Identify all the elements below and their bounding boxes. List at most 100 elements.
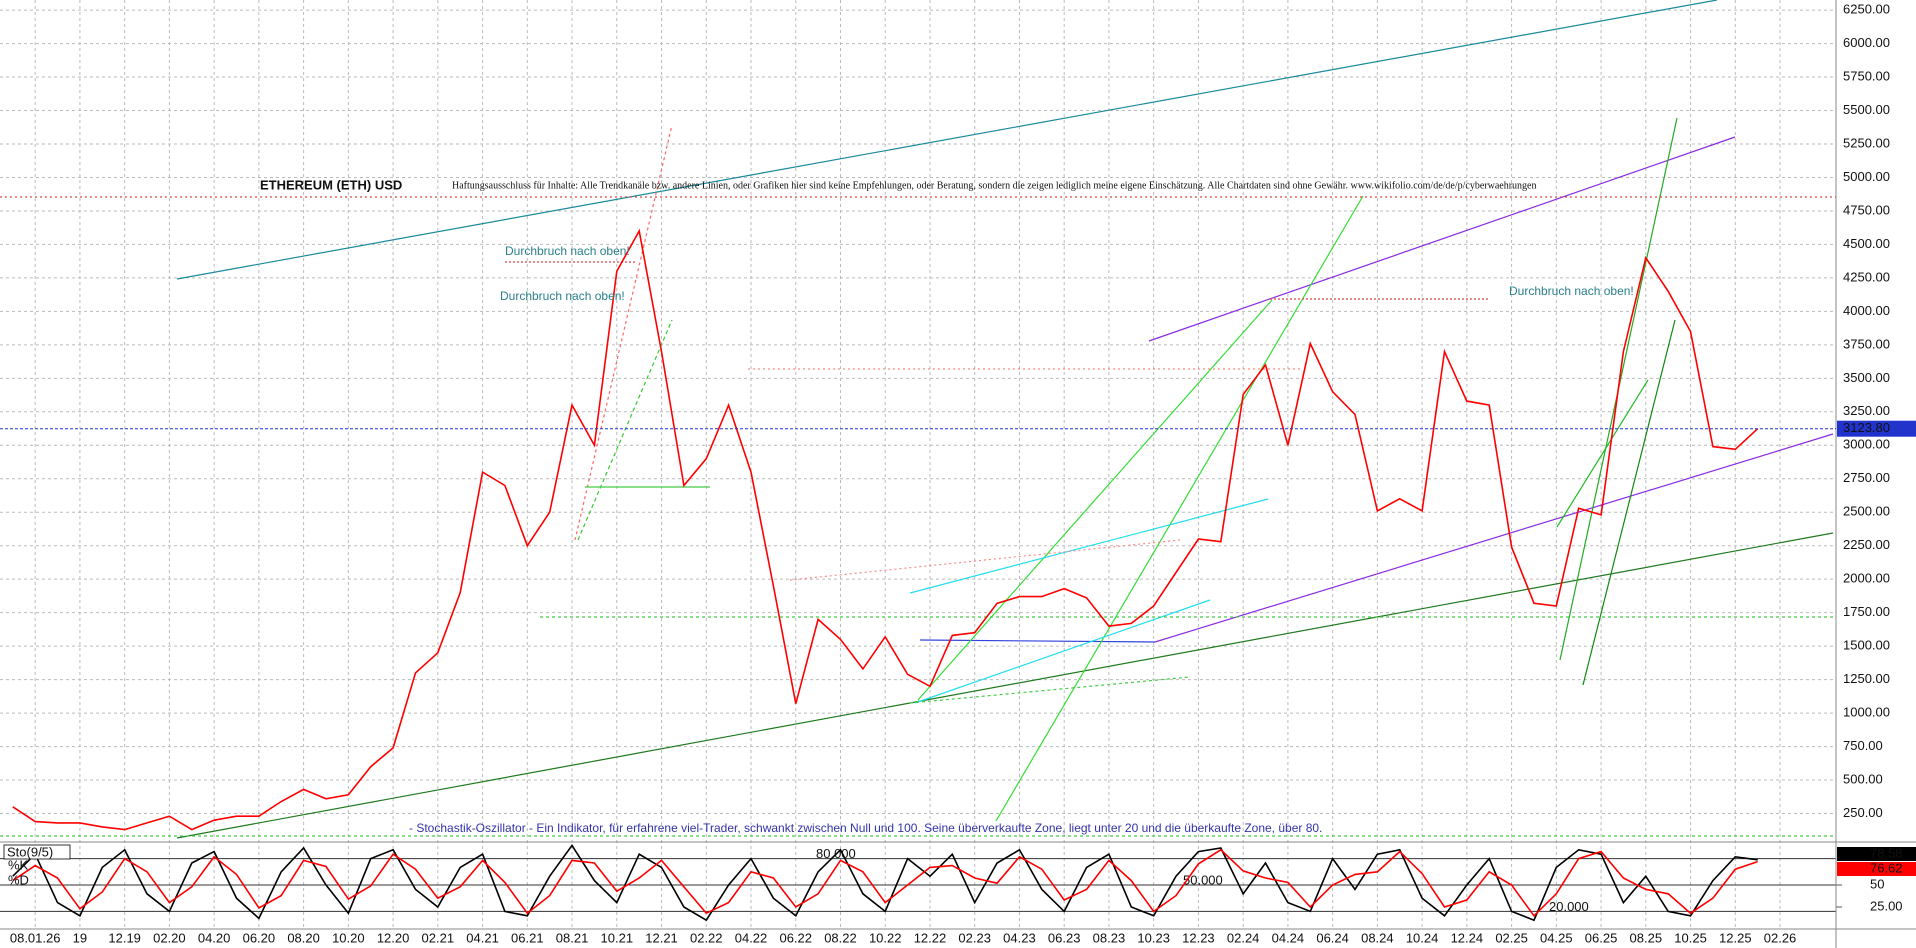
- x-tick-label: 10.20: [332, 930, 365, 945]
- y-tick-label: 5250.00: [1843, 135, 1890, 150]
- x-tick-label: 12.24: [1451, 930, 1484, 945]
- x-tick-label: 10.25: [1674, 930, 1707, 945]
- x-tick-label: 04.20: [198, 930, 231, 945]
- x-tick-label: 06.24: [1316, 930, 1349, 945]
- trend-lines: [0, 0, 1836, 839]
- legend-label: %K: [8, 857, 29, 872]
- x-tick-label: 08.24: [1361, 930, 1394, 945]
- x-tick-label: 19: [73, 930, 87, 945]
- y-tick-label: 6000.00: [1843, 35, 1890, 50]
- x-tick-label: 12.23: [1182, 930, 1215, 945]
- annotation: Durchbruch nach oben!: [1509, 284, 1634, 298]
- chart-title: ETHEREUM (ETH) USD: [260, 177, 402, 192]
- trend-line: [574, 124, 673, 541]
- indicator-title: Sto(9/5): [7, 844, 53, 859]
- current-price-box: [1837, 420, 1916, 437]
- y-tick-label: 2000.00: [1843, 571, 1890, 586]
- trend-line: [917, 299, 1273, 701]
- y-tick-label: 3000.00: [1843, 437, 1890, 452]
- x-tick-label: 04.24: [1272, 930, 1305, 945]
- level-label: 20.000: [1549, 899, 1589, 914]
- x-tick-label: 08.21: [556, 930, 589, 945]
- x-tick-label: 06.23: [1048, 930, 1081, 945]
- y-tick-label: 500.00: [1843, 771, 1883, 786]
- y-tick-label: 2750.00: [1843, 470, 1890, 485]
- y-tick-label: 250.00: [1843, 805, 1883, 820]
- x-tick-label: 02.26: [1764, 930, 1797, 945]
- x-tick-label: 08.23: [1093, 930, 1126, 945]
- legend-label: %D: [8, 872, 29, 887]
- x-tick-label: 02.22: [690, 930, 723, 945]
- x-tick-label: 02.25: [1495, 930, 1528, 945]
- x-tick-label: 02.21: [422, 930, 455, 945]
- current-price-label: 3123.80: [1843, 420, 1890, 435]
- y-tick-label: 25.00: [1870, 898, 1903, 913]
- y-tick-label: 1250.00: [1843, 671, 1890, 686]
- disclaimer: Haftungsausschluss für Inhalte: Alle Tre…: [452, 180, 1537, 191]
- x-tick-label: 04.25: [1540, 930, 1573, 945]
- y-tick-label: 2250.00: [1843, 537, 1890, 552]
- x-tick-label: 10.21: [601, 930, 634, 945]
- series-line: [12, 843, 1758, 922]
- y-tick-label: 1500.00: [1843, 638, 1890, 653]
- x-tick-label: 04.22: [735, 930, 768, 945]
- x-tick-label: 08.25: [1630, 930, 1663, 945]
- x-tick-label: 12.20: [377, 930, 410, 945]
- x-tick-label: 08.22: [824, 930, 857, 945]
- annotation: Durchbruch nach oben!: [500, 289, 625, 303]
- y-tick-label: 5000.00: [1843, 169, 1890, 184]
- last-value-box: [1837, 862, 1916, 876]
- x-tick-label: 06.20: [243, 930, 276, 945]
- last-value-label: 76.62: [1870, 860, 1903, 875]
- y-tick-label: 2500.00: [1843, 504, 1890, 519]
- x-tick-label: 02.24: [1227, 930, 1260, 945]
- y-tick-label: 3500.00: [1843, 370, 1890, 385]
- x-tick-label: 06.22: [779, 930, 812, 945]
- y-tick-label: 5750.00: [1843, 68, 1890, 83]
- trend-line: [789, 539, 1181, 581]
- x-tick-label: 10.23: [1137, 930, 1170, 945]
- indicator-description: - Stochastik-Oszillator - Ein Indikator,…: [409, 821, 1322, 835]
- trend-line: [1154, 433, 1834, 643]
- last-value-label: 78.58: [1870, 845, 1903, 860]
- y-tick-label: 50: [1870, 876, 1884, 891]
- x-tick-label: 12.21: [645, 930, 678, 945]
- y-tick-label: 3750.00: [1843, 336, 1890, 351]
- y-tick-label: 1750.00: [1843, 604, 1890, 619]
- series-line: [12, 848, 1758, 918]
- trend-line: [919, 639, 1156, 643]
- x-tick-label: 12.25: [1719, 930, 1752, 945]
- x-tick-label: 06.25: [1585, 930, 1618, 945]
- series-line: [12, 228, 1759, 831]
- x-tick-label: 12.22: [914, 930, 947, 945]
- trend-line: [1556, 379, 1649, 528]
- y-tick-label: 6250.00: [1843, 2, 1890, 17]
- trend-line: [176, 532, 1834, 839]
- trend-line: [909, 498, 1269, 594]
- last-value-box: [1837, 847, 1916, 861]
- trend-line: [909, 676, 1191, 704]
- y-tick-label: 1000.00: [1843, 705, 1890, 720]
- y-tick-label: 4250.00: [1843, 269, 1890, 284]
- trend-line: [995, 195, 1364, 822]
- x-tick-label: 04.21: [466, 930, 499, 945]
- y-tick-label: 4750.00: [1843, 202, 1890, 217]
- x-tick-label: 08.20: [287, 930, 320, 945]
- y-tick-label: 4000.00: [1843, 303, 1890, 318]
- trend-line: [1148, 136, 1736, 342]
- y-tick-label: 5500.00: [1843, 102, 1890, 117]
- x-tick-label: 10.24: [1406, 930, 1439, 945]
- x-tick-label: 10.22: [869, 930, 902, 945]
- indicator-box: [3, 844, 71, 860]
- grid: [0, 0, 1842, 929]
- x-tick-label: 12.19: [108, 930, 141, 945]
- annotation: Durchbruch nach oben!: [505, 244, 630, 258]
- y-tick-label: 4500.00: [1843, 236, 1890, 251]
- x-tick-label: 08.01.26: [10, 930, 61, 945]
- y-tick-label: 3250.00: [1843, 403, 1890, 418]
- x-tick-label: 02.23: [958, 930, 991, 945]
- x-tick-label: 04.23: [1003, 930, 1036, 945]
